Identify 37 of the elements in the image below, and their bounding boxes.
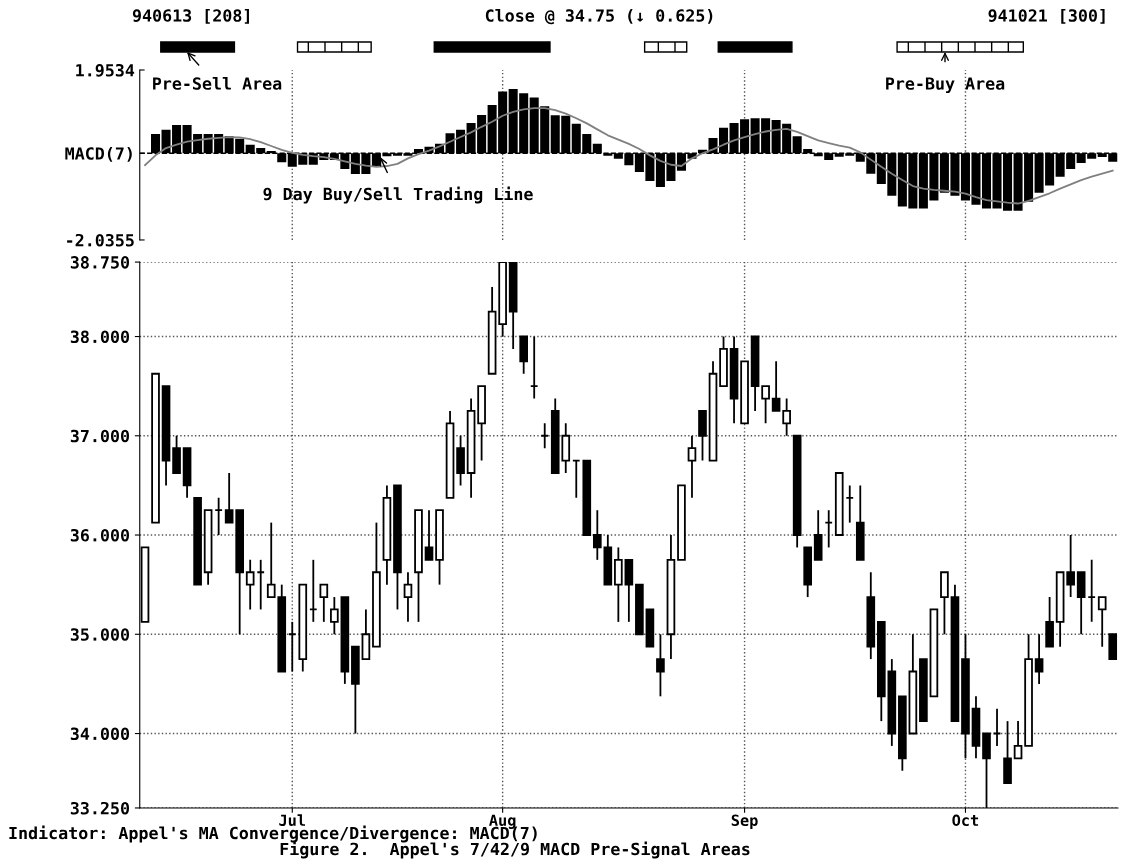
candlestick [1013,720,1023,760]
candlestick [761,385,770,425]
candlestick [771,360,781,412]
annotation: Pre-Buy Area [886,77,1005,94]
candlestick [1066,534,1075,598]
annotation: 9 Day Buy/Sell Trading Line [263,186,533,204]
y-tick-label: 37.000 [70,429,130,443]
y-tick-label: 33.250 [70,801,130,815]
candlestick [245,558,255,611]
text: Close @ 34.75 (↓ 0.625) [485,8,713,25]
candlestick [403,571,413,623]
candlestick [592,509,602,561]
candlestick [656,633,665,698]
annotation: Pre-Sell Area [153,76,282,90]
x-tick-label: Sep [731,814,758,829]
candlestick [687,434,697,499]
caption: Figure 2. Appel's 7/42/9 MACD Pre-Signal Areas [280,841,750,859]
candlestick [330,596,339,636]
text: 940613 [208] [132,8,249,24]
y-tick-label: 36.000 [70,528,130,542]
candlestick [782,397,791,437]
y-tick-label: 35.000 [70,628,130,641]
x-tick-label: Jul [279,814,306,827]
text: 941021 [300] [988,8,1105,24]
x-tick-label: Oct [952,814,979,827]
y-tick-label: -2.0355 [67,233,134,247]
y-tick-label: 38.750 [70,256,130,269]
y-tick-label: 1.9534 [76,63,135,77]
y-tick-label: MACD(7) [65,146,132,162]
line-series [144,107,1114,205]
candlestick [319,583,329,623]
candlestick [1097,596,1107,648]
candlestick [424,509,434,561]
candlestick [224,472,234,524]
y-tick-label: 34.000 [70,727,130,741]
candlestick [1034,633,1044,685]
y-tick-label: 38.000 [70,330,130,344]
